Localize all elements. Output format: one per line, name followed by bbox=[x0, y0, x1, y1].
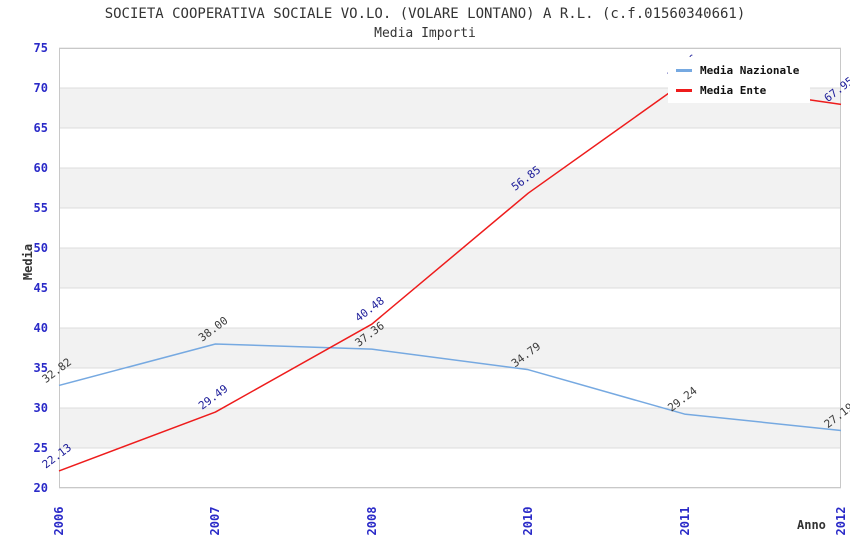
legend-item-media-nazionale: Media Nazionale bbox=[672, 60, 806, 80]
chart-title: SOCIETA COOPERATIVA SOCIALE VO.LO. (VOLA… bbox=[104, 6, 746, 22]
y-tick-label: 70 bbox=[33, 81, 48, 95]
plot-band bbox=[59, 328, 841, 368]
legend-label-media-ente: Media Ente bbox=[700, 83, 767, 97]
plot-border bbox=[59, 48, 841, 488]
plot-band bbox=[59, 128, 841, 168]
x-tick-label: 2006 bbox=[52, 506, 66, 536]
y-tick-label: 60 bbox=[33, 161, 48, 175]
x-tick-label: 2011 bbox=[677, 506, 692, 536]
x-tick-label: 2010 bbox=[521, 506, 536, 536]
y-tick-label: 45 bbox=[33, 281, 48, 295]
legend-label-media-nazionale: Media Nazionale bbox=[700, 63, 800, 77]
y-tick-label: 30 bbox=[33, 401, 48, 415]
y-axis-title: Media bbox=[21, 243, 35, 281]
x-tick-label: 2012 bbox=[834, 506, 848, 536]
plot-band bbox=[59, 408, 841, 448]
media-ente-swatch bbox=[676, 88, 692, 92]
y-tick-label: 25 bbox=[33, 441, 48, 455]
plot-band bbox=[59, 448, 841, 488]
media-nazionale-line bbox=[58, 343, 842, 432]
plot-band bbox=[59, 208, 841, 248]
plot-area: 32.82 38.00 37.36 34.79 29.24 27.19 22.13 29.49… bbox=[40, 47, 850, 489]
plot-band bbox=[59, 248, 841, 288]
y-tick-label: 40 bbox=[33, 321, 48, 335]
media-nazionale-swatch bbox=[676, 68, 692, 72]
chart-subtitle: Media Importi bbox=[374, 26, 476, 41]
y-tick-label: 65 bbox=[33, 121, 48, 135]
y-tick-label: 35 bbox=[33, 361, 48, 375]
y-tick-label: 50 bbox=[33, 241, 48, 255]
y-tick-label: 75 bbox=[33, 41, 48, 55]
y-tick-label: 55 bbox=[33, 201, 48, 215]
plot-band bbox=[59, 368, 841, 408]
x-tick-label: 2008 bbox=[364, 506, 379, 536]
y-tick-label: 20 bbox=[33, 481, 48, 495]
plot-band bbox=[59, 288, 841, 328]
x-axis-title: Anno bbox=[797, 518, 826, 532]
plot-band bbox=[59, 168, 841, 208]
legend-item-media-ente: Media Ente bbox=[672, 80, 806, 100]
legend: Media Nazionale Media Ente bbox=[668, 57, 810, 103]
x-tick-label: 2007 bbox=[208, 506, 223, 536]
